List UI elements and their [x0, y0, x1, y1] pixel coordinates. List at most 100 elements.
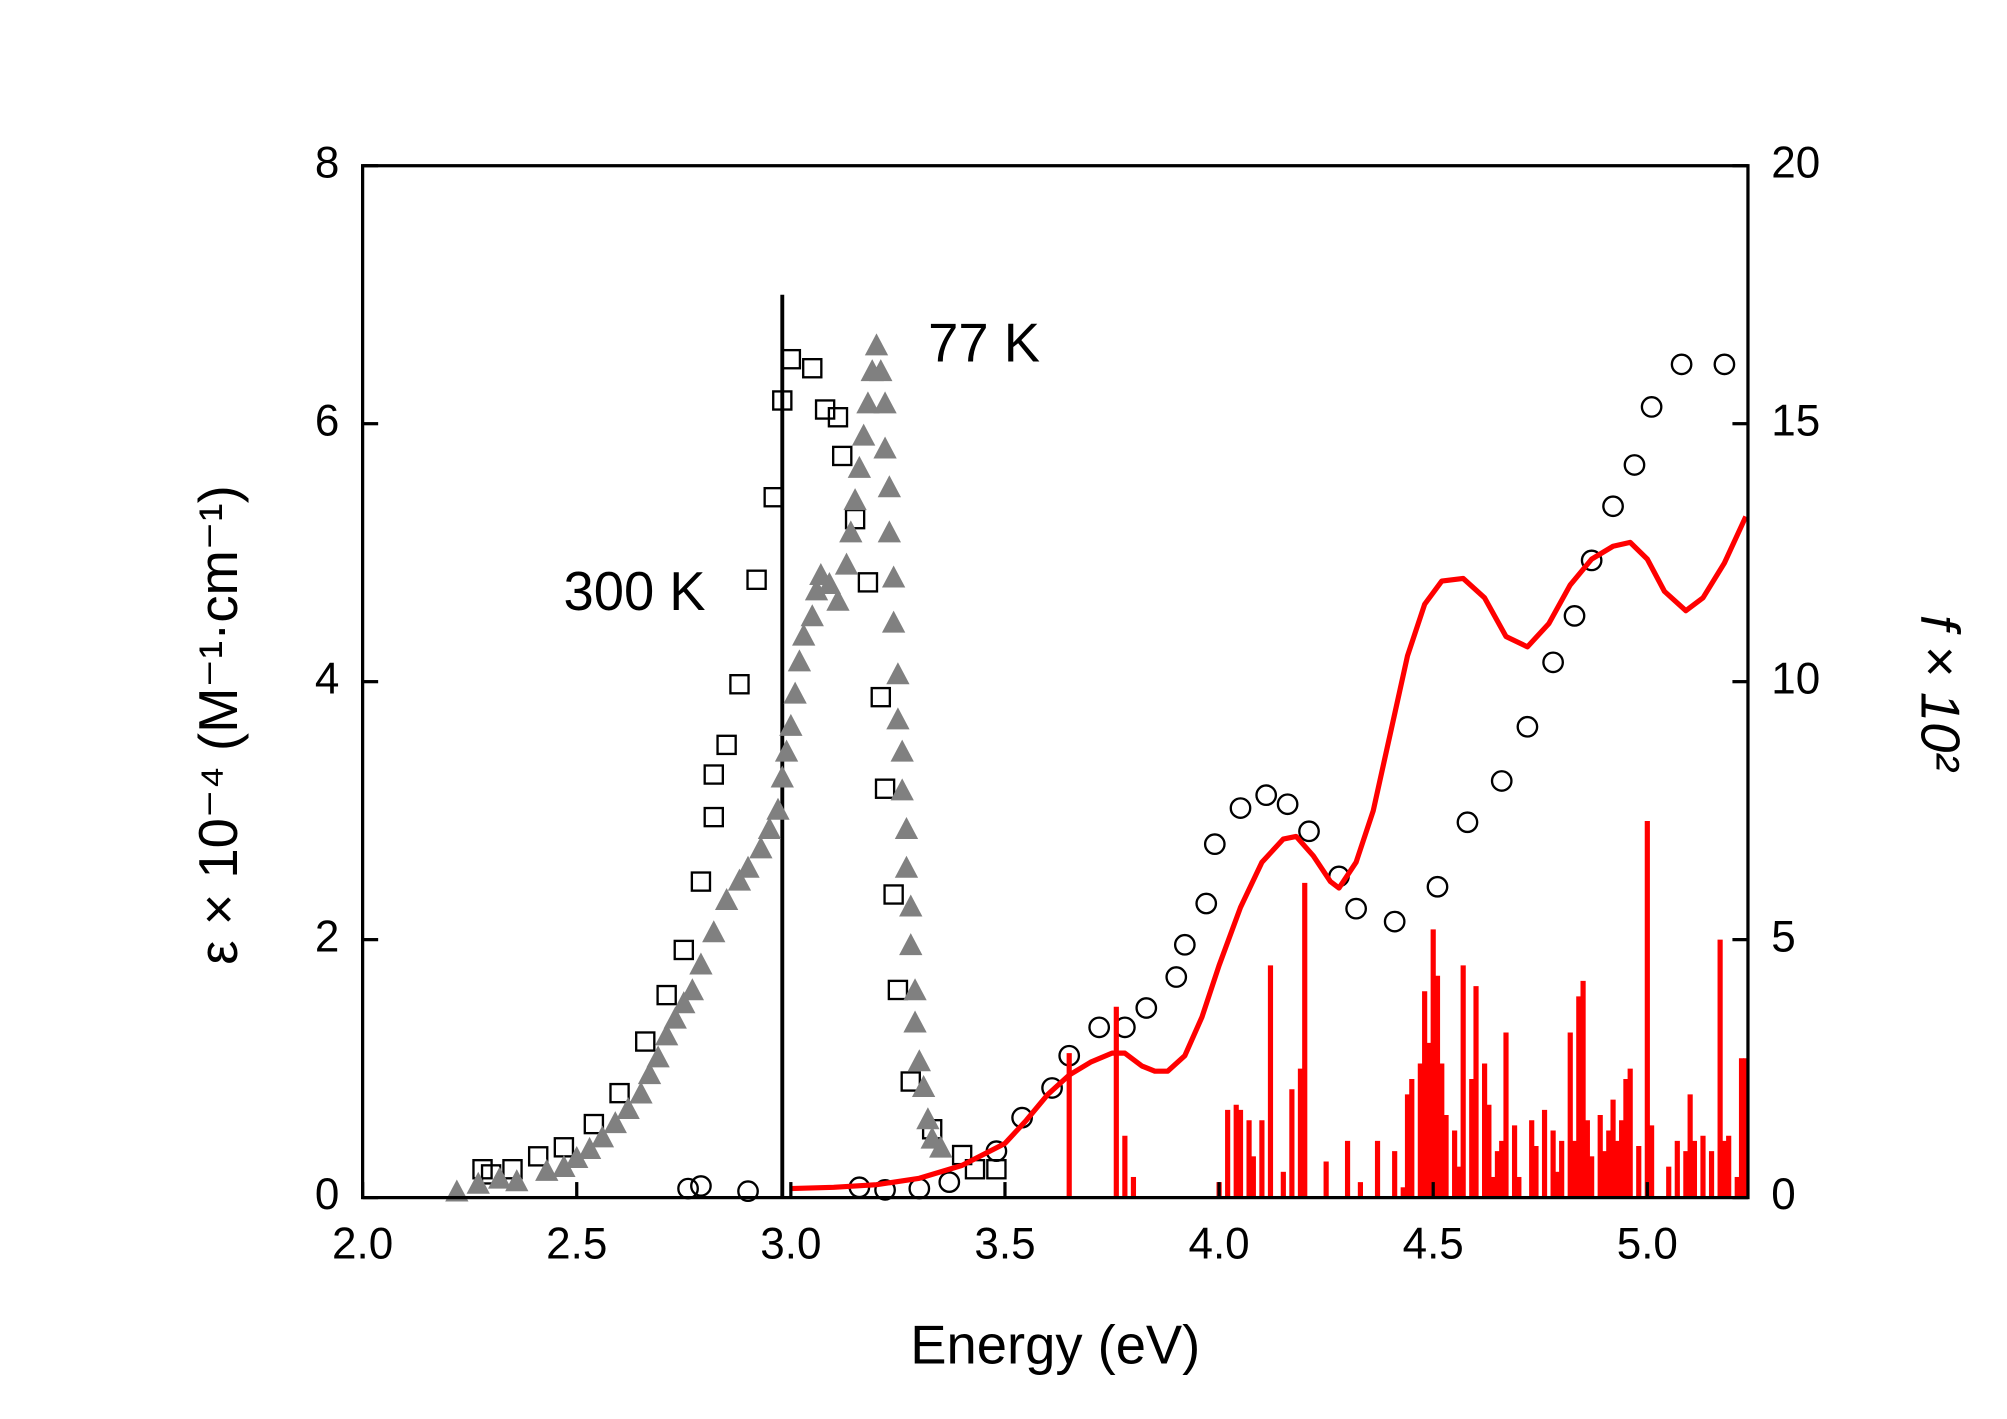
triangle-point — [899, 933, 923, 956]
circle-point — [1516, 715, 1539, 738]
square-point — [703, 806, 724, 828]
spectrum-line — [790, 515, 1749, 1192]
triangle-point — [804, 578, 829, 601]
triangle-point — [890, 739, 914, 762]
triangle-point — [783, 681, 807, 704]
triangle-point — [856, 391, 880, 414]
triangle-point — [911, 1075, 936, 1098]
square-point — [763, 486, 784, 508]
triangle-point — [736, 855, 760, 878]
plot-area — [445, 294, 1749, 1203]
triangle-point — [886, 662, 910, 685]
circle-point — [1345, 897, 1367, 920]
triangle-point — [702, 920, 726, 943]
triangle-point — [488, 1166, 512, 1189]
circle-point — [1041, 1077, 1063, 1099]
y2-tick-label: 5 — [1771, 912, 1795, 961]
triangle-point — [680, 978, 705, 1001]
x-tick-label: 5.0 — [1617, 1219, 1678, 1268]
triangle-point — [877, 475, 901, 498]
circle-point — [1670, 353, 1693, 376]
square-point — [635, 1031, 656, 1052]
circle-point — [677, 1177, 699, 1200]
triangle-point — [899, 894, 923, 917]
triangle-point — [727, 868, 752, 891]
circle-point — [1088, 1016, 1111, 1039]
circle-point — [1580, 549, 1603, 572]
x-tick-label: 4.0 — [1188, 1219, 1249, 1268]
triangle-point — [757, 817, 782, 840]
y2-axis-label: f × 10² — [1909, 615, 1970, 773]
triangle-point — [877, 520, 901, 543]
triangle-point — [779, 713, 803, 736]
triangle-point — [655, 1023, 679, 1046]
circle-point — [1255, 784, 1278, 807]
circle-point — [874, 1178, 896, 1201]
y2-tick-label: 15 — [1771, 396, 1820, 445]
triangle-point — [873, 436, 897, 459]
triangle-point — [714, 887, 739, 911]
triangle-point — [847, 455, 872, 478]
circle-point — [1276, 793, 1299, 816]
circle-point — [1563, 605, 1586, 627]
x-tick-label: 3.0 — [760, 1219, 821, 1268]
square-point — [553, 1137, 575, 1158]
triangle-point — [672, 991, 696, 1014]
triangle-point — [766, 797, 790, 820]
circle-point — [1135, 997, 1158, 1019]
square-point — [802, 358, 823, 379]
triangle-point — [864, 333, 889, 356]
square-point — [883, 884, 904, 905]
triangle-point — [505, 1169, 529, 1192]
y-axis-label: ε × 10⁻⁴ (M⁻¹·cm⁻¹) — [188, 485, 249, 964]
y2-tick-label: 10 — [1771, 654, 1820, 703]
triangle-point — [637, 1062, 662, 1085]
circle-point — [1640, 396, 1663, 418]
triangle-point — [646, 1045, 670, 1068]
triangle-point — [800, 604, 824, 627]
circle-point — [1165, 966, 1188, 988]
x-tick-label: 2.5 — [546, 1219, 607, 1268]
triangle-point — [590, 1125, 615, 1148]
square-point — [887, 979, 909, 1001]
square-point — [656, 984, 677, 1006]
circle-point — [1623, 454, 1646, 476]
triangle-point — [629, 1081, 653, 1104]
triangle-point — [903, 1010, 927, 1033]
square-point — [870, 686, 892, 708]
x-tick-label: 3.5 — [974, 1219, 1035, 1268]
triangle-point — [774, 739, 799, 762]
y-tick-label: 8 — [315, 138, 339, 187]
triangle-point — [770, 765, 794, 788]
circle-point — [1602, 495, 1624, 518]
circle-point — [1542, 651, 1564, 674]
triangle-point — [873, 391, 897, 414]
square-point — [527, 1146, 549, 1167]
circle-point — [1713, 353, 1736, 376]
triangle-point — [852, 423, 876, 446]
circle-point — [938, 1171, 961, 1194]
triangle-point — [839, 520, 863, 543]
circle-point — [737, 1180, 759, 1203]
triangle-point — [834, 552, 859, 575]
triangle-point — [881, 610, 906, 633]
square-point — [772, 390, 793, 411]
triangle-point — [817, 571, 842, 594]
triangle-point — [907, 1049, 931, 1072]
square-point — [673, 939, 695, 961]
y2-tick-label: 0 — [1771, 1170, 1795, 1219]
square-point — [827, 407, 849, 428]
square-point — [780, 348, 802, 370]
circle-point — [1490, 770, 1513, 792]
square-point — [900, 1071, 921, 1092]
triangle-point — [903, 978, 927, 1001]
triangle-point — [552, 1154, 576, 1178]
x-axis-label: Energy (eV) — [910, 1314, 1200, 1375]
triangle-point — [869, 359, 893, 382]
square-point — [609, 1082, 630, 1104]
triangle-point — [787, 649, 812, 672]
triangle-point — [663, 1006, 687, 1029]
square-point — [729, 674, 750, 695]
square-point — [857, 572, 879, 593]
